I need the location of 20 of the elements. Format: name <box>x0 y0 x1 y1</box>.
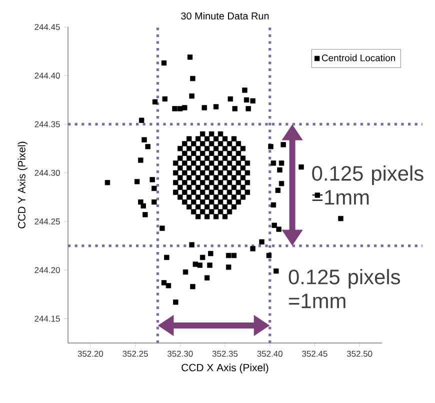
y-axis-title: CCD Y Axis (Pixel) <box>18 142 28 228</box>
chart-title: 30 Minute Data Run <box>181 12 269 20</box>
y-tick-label: 244.15 <box>34 316 60 322</box>
y-tick-label: 244.20 <box>34 267 60 274</box>
annotation: 0.125 pixels =1mm <box>288 269 400 308</box>
x-tick-label: 352.25 <box>122 350 148 357</box>
x-tick-label: 352.50 <box>346 350 372 357</box>
y-tick-label: 244.35 <box>34 121 60 128</box>
x-axis-title: CCD X Axis (Pixel) <box>182 364 268 374</box>
annotation: 0.125 pixels =1mm <box>312 165 424 205</box>
legend-label: Centroid Location <box>322 54 396 62</box>
x-tick-label: 352.35 <box>212 350 238 357</box>
x-tick-label: 352.45 <box>302 350 328 357</box>
x-tick-label: 352.30 <box>168 350 193 357</box>
y-tick-label: 244.40 <box>34 72 60 79</box>
y-tick-label: 244.45 <box>34 24 60 30</box>
y-tick-label: 244.25 <box>34 218 60 224</box>
y-tick-label: 244.30 <box>34 170 60 176</box>
x-tick-label: 352.40 <box>257 350 282 357</box>
x-tick-label: 352.20 <box>78 350 104 357</box>
